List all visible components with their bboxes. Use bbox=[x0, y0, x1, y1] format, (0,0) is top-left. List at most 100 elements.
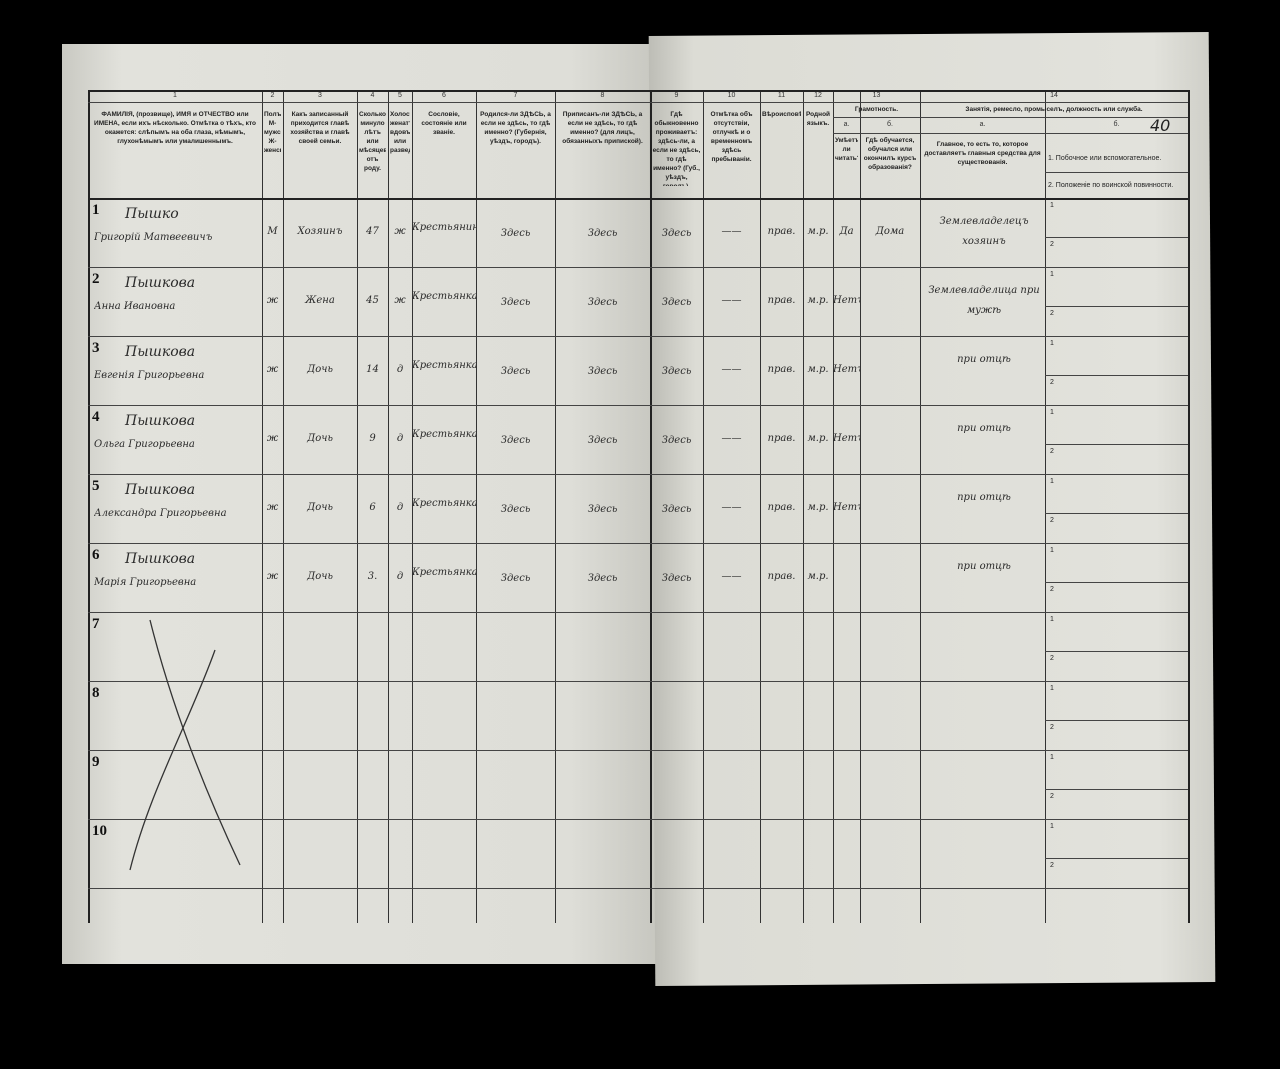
col13-number: 13 bbox=[872, 92, 881, 99]
row-number: 2 bbox=[92, 271, 100, 287]
column-rule bbox=[650, 90, 652, 923]
birthplace: Здесь bbox=[500, 504, 531, 515]
left-col-number: 8 bbox=[600, 92, 605, 99]
relation: Жена bbox=[305, 295, 335, 306]
left-col-header: Какъ записанный приходится главѣ хозяйст… bbox=[290, 111, 350, 145]
row-rule bbox=[650, 336, 1188, 337]
col13-header: Грамотность. bbox=[854, 106, 899, 113]
native-language: м.р. bbox=[807, 226, 829, 237]
right-col-header: Умѣетъ-ли читать? bbox=[835, 137, 858, 162]
col14b-sub-1: 1 bbox=[1050, 754, 1054, 761]
literacy: Да bbox=[839, 226, 854, 237]
registration: Здесь bbox=[587, 366, 618, 377]
literacy: Нетъ bbox=[833, 502, 860, 513]
absence-note: —— bbox=[721, 226, 742, 237]
marital-status: д bbox=[396, 571, 404, 582]
literacy: Нетъ bbox=[833, 433, 860, 444]
row-rule bbox=[650, 543, 1188, 544]
header-top-rule bbox=[88, 90, 650, 92]
row-rule bbox=[88, 888, 650, 889]
religion: прав. bbox=[767, 226, 796, 237]
header-bottom-rule bbox=[88, 198, 650, 200]
col14b-sub-2: 2 bbox=[1050, 654, 1054, 662]
column-rule bbox=[803, 90, 804, 923]
col14b-sub-1: 1 bbox=[1050, 478, 1054, 485]
left-col-header: Родился-ли ЗДѢСЬ, а если не здѣсь, то гд… bbox=[480, 111, 551, 145]
right-col-header: Отмѣтка объ отсутствіи, отлучкѣ и о врем… bbox=[710, 111, 753, 163]
right-col-number: 12 bbox=[814, 92, 822, 99]
estate: Крестьянка bbox=[412, 498, 476, 509]
occupation: при отцѣ bbox=[957, 423, 1011, 434]
registration: Здесь bbox=[587, 435, 618, 446]
left-col-header: Приписанъ-ли ЗДѢСЬ, а если не здѣсь, то … bbox=[562, 111, 643, 145]
religion: прав. bbox=[767, 295, 796, 306]
surname: Пышкова bbox=[125, 482, 196, 498]
relation: Дочь bbox=[307, 502, 333, 513]
column-rule bbox=[88, 90, 90, 923]
age: 47 bbox=[366, 226, 379, 237]
birthplace: Здесь bbox=[500, 366, 531, 377]
marital-status: д bbox=[396, 433, 404, 444]
col14b-row-divider bbox=[1045, 374, 1188, 376]
left-col-number: 3 bbox=[318, 92, 322, 99]
left-col-number: 7 bbox=[513, 92, 518, 99]
occupation: при отцѣ bbox=[957, 354, 1011, 365]
right-col-header: Родной языкъ. bbox=[805, 111, 831, 127]
marital-status: ж bbox=[394, 226, 406, 237]
row-rule bbox=[88, 267, 650, 268]
given-names: Марія Григорьевна bbox=[94, 577, 197, 588]
marital-status: д bbox=[396, 364, 404, 375]
column-rule bbox=[760, 90, 761, 923]
sheet-number: 40 bbox=[1150, 116, 1171, 135]
column-rule bbox=[555, 90, 556, 923]
birthplace: Здесь bbox=[500, 573, 531, 584]
marital-status: ж bbox=[394, 295, 406, 306]
col14b-row-divider bbox=[1045, 581, 1188, 583]
estate: Крестьянка bbox=[412, 360, 476, 371]
row-number: 9 bbox=[92, 754, 100, 770]
row-number: 3 bbox=[92, 340, 100, 356]
sex: ж bbox=[266, 433, 279, 444]
row-rule bbox=[88, 336, 650, 337]
left-col-header: Сколько минуло лѣтъ или мѣсяцевъ отъ род… bbox=[359, 111, 386, 172]
estate: Крестьянинъ bbox=[412, 222, 476, 233]
row-rule bbox=[88, 405, 650, 406]
estate: Крестьянка bbox=[412, 567, 476, 578]
col14b-sub-1: 1 bbox=[1050, 616, 1054, 623]
row-rule bbox=[650, 888, 1188, 889]
registration: Здесь bbox=[587, 504, 618, 515]
col14b-sub-2: 2 bbox=[1050, 240, 1054, 248]
row-rule bbox=[88, 474, 650, 475]
given-names: Александра Григорьевна bbox=[94, 508, 227, 519]
column-rule bbox=[833, 90, 834, 923]
col14b-row-divider bbox=[1045, 857, 1188, 859]
left-col-number: 2 bbox=[270, 92, 275, 99]
left-page bbox=[62, 44, 660, 964]
right-col-header: Вѣроисповѣданіе. bbox=[762, 111, 801, 118]
row-rule bbox=[88, 681, 650, 682]
col13-14-subrule bbox=[833, 117, 1188, 118]
absence-note: —— bbox=[721, 502, 742, 513]
surname: Пышкова bbox=[125, 413, 196, 429]
col13-14-subrule2 bbox=[833, 133, 1188, 134]
col14b-sub-1: 1 bbox=[1050, 271, 1054, 278]
col14b-sub-1: 1 bbox=[1050, 547, 1054, 554]
left-col-number: 6 bbox=[442, 92, 446, 99]
left-col-number: 5 bbox=[398, 92, 402, 99]
right-col-number: 10 bbox=[727, 92, 736, 99]
left-col-header: Холостъ, женатъ, вдовъ или разведенъ. bbox=[390, 111, 410, 154]
surname: Пышко bbox=[125, 206, 179, 222]
sex: ж bbox=[266, 295, 279, 306]
relation: Хозяинъ bbox=[297, 226, 343, 237]
row-rule bbox=[650, 612, 1188, 613]
given-names: Ольга Григорьевна bbox=[94, 439, 195, 450]
age: 3. bbox=[367, 571, 378, 582]
registration: Здесь bbox=[587, 228, 618, 239]
row-number: 8 bbox=[92, 685, 100, 701]
col14b-sub-2: 2 bbox=[1050, 447, 1054, 455]
row-rule bbox=[650, 267, 1188, 268]
left-col-header: Полъ. М-мужской. Ж-женскій. bbox=[264, 111, 281, 154]
col14b-row-divider bbox=[1045, 305, 1188, 307]
marital-status: д bbox=[396, 502, 404, 513]
row-rule bbox=[650, 474, 1188, 475]
